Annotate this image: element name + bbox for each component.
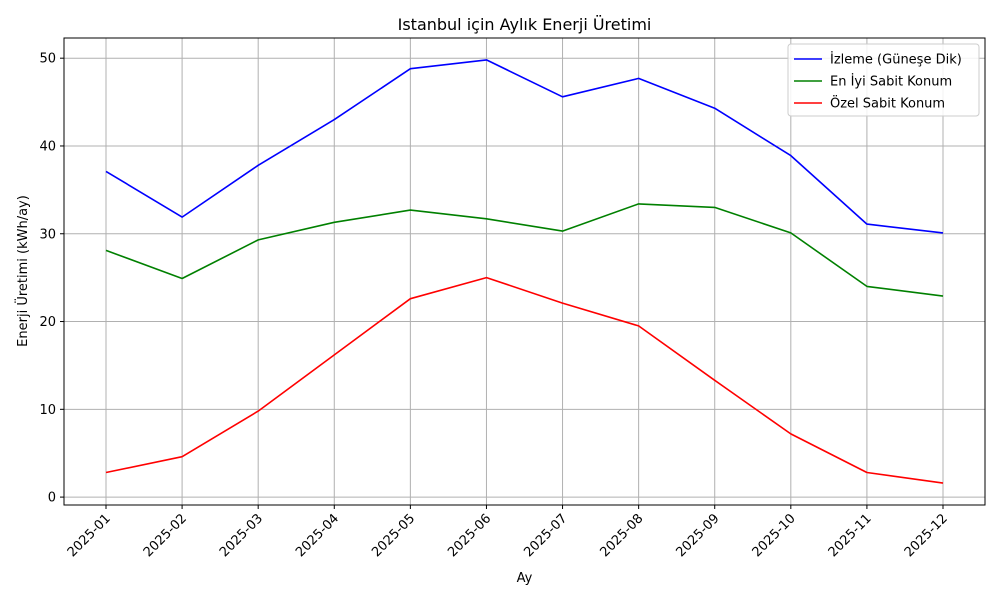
y-axis-label: Enerji Üretimi (kWh/ay) [14, 195, 31, 347]
series-lines [105, 59, 944, 484]
plot-frame [63, 37, 986, 506]
legend-label: Özel Sabit Konum [830, 95, 945, 112]
y-tick-label: 20 [39, 315, 56, 330]
y-tick-label: 10 [39, 403, 56, 418]
y-axis-ticks: 0 10 20 30 40 50 [39, 52, 64, 506]
legend: İzleme (Güneşe Dik) En İyi Sabit Konum Öze… [787, 43, 980, 117]
y-tick-label: 30 [39, 227, 56, 242]
series-line-2 [105, 203, 944, 297]
legend-box [787, 43, 980, 117]
y-tick-label: 40 [39, 139, 56, 154]
y-tick-label: 0 [48, 491, 56, 506]
chart-title: Istanbul için Aylık Enerji Üretimi [398, 15, 652, 34]
grid [64, 38, 985, 505]
legend-label: İzleme (Güneşe Dik) [830, 52, 962, 68]
legend-label: En İyi Sabit Konum [830, 74, 952, 90]
series-line-3 [105, 276, 944, 484]
series-line-1 [105, 59, 944, 234]
y-tick-label: 50 [39, 52, 56, 67]
x-axis-label: Ay [517, 571, 533, 586]
